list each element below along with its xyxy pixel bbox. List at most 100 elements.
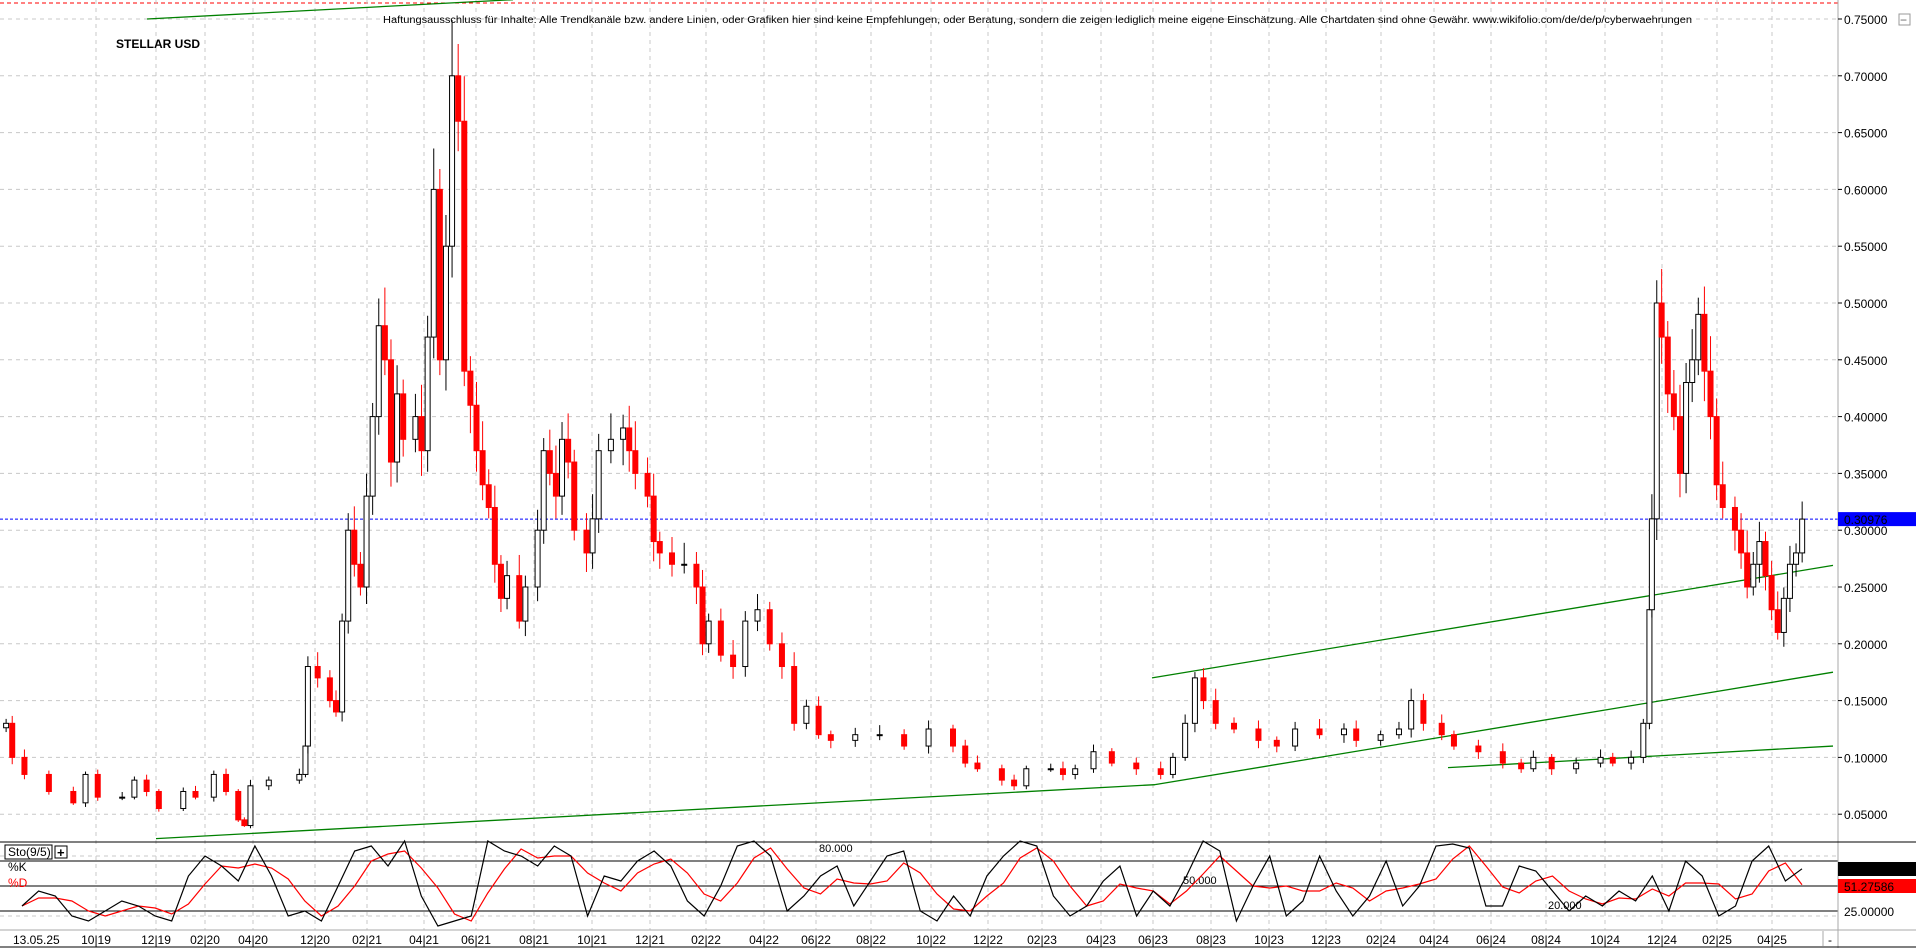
candle bbox=[1597, 749, 1604, 768]
candle bbox=[1689, 329, 1696, 403]
y-tick-label: 0.15000 bbox=[1844, 695, 1888, 709]
candle-body bbox=[339, 620, 346, 713]
candle-body bbox=[1499, 751, 1506, 764]
candle bbox=[235, 789, 242, 822]
candle-body bbox=[1438, 722, 1445, 736]
stoch-level-text: 50.000 bbox=[1183, 875, 1217, 887]
candle bbox=[815, 696, 822, 739]
candle bbox=[424, 315, 431, 472]
candle bbox=[632, 421, 639, 490]
candle bbox=[302, 742, 309, 778]
candle bbox=[119, 791, 126, 801]
candle bbox=[742, 611, 749, 677]
candle bbox=[351, 506, 358, 577]
candle bbox=[589, 494, 596, 569]
candle-body bbox=[1090, 751, 1097, 770]
candle bbox=[131, 776, 138, 800]
trendline bbox=[155, 784, 1156, 840]
d-legend: %D bbox=[8, 876, 28, 890]
candle-body bbox=[1212, 700, 1219, 724]
candle-body bbox=[1191, 677, 1198, 724]
d-value-badge bbox=[1838, 879, 1916, 893]
y-tick-label: 0.05000 bbox=[1844, 808, 1888, 822]
candle bbox=[363, 473, 370, 605]
candle bbox=[442, 214, 449, 391]
candle bbox=[45, 770, 52, 795]
candle-body bbox=[1450, 734, 1457, 747]
candle bbox=[1377, 730, 1384, 746]
last-price-label: 0.30976 bbox=[1844, 513, 1888, 527]
candle bbox=[1047, 763, 1054, 772]
candle bbox=[461, 76, 468, 387]
x-tick-label: 12|22 bbox=[973, 933, 1003, 947]
candle bbox=[82, 771, 89, 807]
trendline bbox=[1151, 564, 1834, 679]
candle-body bbox=[1200, 677, 1207, 702]
candle-body bbox=[901, 734, 908, 747]
indicator-name-box[interactable] bbox=[4, 844, 53, 860]
candle-body bbox=[705, 620, 712, 645]
candle-body bbox=[852, 734, 859, 741]
candle-body bbox=[485, 484, 492, 508]
trendlines bbox=[0, 0, 1838, 840]
candle-body bbox=[241, 819, 248, 827]
candles bbox=[3, 20, 1806, 829]
candle-body bbox=[583, 529, 590, 554]
candle-body bbox=[1395, 728, 1402, 736]
candle-body bbox=[1059, 768, 1066, 775]
candle-body bbox=[400, 393, 407, 440]
candle bbox=[1292, 721, 1299, 752]
candle bbox=[1133, 757, 1140, 775]
candle bbox=[1255, 720, 1262, 749]
x-tick-label: 12|21 bbox=[635, 933, 665, 947]
candle bbox=[1212, 688, 1219, 730]
stoch-axis-label: 25.00000 bbox=[1844, 905, 1894, 919]
collapse-button[interactable]: − bbox=[1898, 13, 1911, 27]
candle-body bbox=[534, 529, 541, 588]
chart-title: STELLAR USD bbox=[116, 37, 200, 51]
candle-body bbox=[552, 472, 559, 497]
candle-body bbox=[394, 393, 401, 463]
k-value-badge bbox=[1838, 862, 1916, 876]
candle-body bbox=[1653, 302, 1660, 520]
candle bbox=[522, 575, 529, 637]
candle-body bbox=[1011, 779, 1018, 787]
candle bbox=[94, 769, 101, 801]
candle-body bbox=[540, 450, 547, 531]
candle-body bbox=[1573, 762, 1580, 770]
candle-body bbox=[589, 518, 596, 554]
candle bbox=[974, 755, 981, 772]
candle-body bbox=[1609, 756, 1616, 764]
candle-body bbox=[925, 728, 932, 747]
candle-body bbox=[1701, 313, 1708, 372]
candle bbox=[730, 640, 737, 679]
x-tick-label: 12|24 bbox=[1647, 933, 1677, 947]
candle bbox=[1169, 752, 1176, 779]
candle bbox=[1450, 730, 1457, 750]
candle-body bbox=[381, 325, 388, 361]
candle-body bbox=[650, 495, 657, 543]
candle-body bbox=[620, 427, 627, 440]
candle-body bbox=[1648, 518, 1655, 611]
candle bbox=[430, 148, 437, 359]
candle-body bbox=[1799, 518, 1806, 554]
candle-body bbox=[467, 370, 474, 406]
candle-body bbox=[656, 541, 663, 554]
candle bbox=[950, 724, 957, 753]
add-indicator-button[interactable] bbox=[54, 845, 68, 859]
x-tick-label: 02|20 bbox=[190, 933, 220, 947]
candle bbox=[479, 421, 486, 501]
candle bbox=[656, 531, 663, 569]
candle bbox=[754, 594, 761, 632]
candle-body bbox=[1353, 728, 1360, 741]
candle bbox=[998, 764, 1005, 786]
candle bbox=[644, 457, 651, 508]
candle bbox=[1059, 761, 1066, 781]
candle bbox=[223, 768, 230, 796]
candle bbox=[1011, 774, 1018, 791]
x-tick-label: 12|20 bbox=[300, 933, 330, 947]
candle bbox=[467, 356, 474, 434]
candle bbox=[1738, 513, 1745, 569]
